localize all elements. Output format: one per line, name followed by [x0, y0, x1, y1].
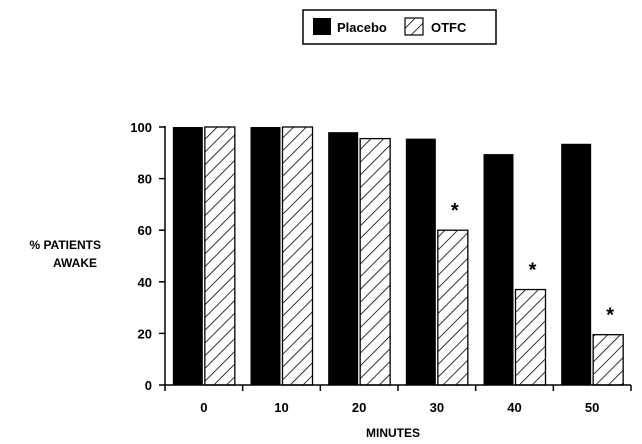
bar-placebo-30	[405, 138, 436, 385]
annotation-layer: * * *	[451, 200, 614, 326]
legend-swatch-otfc	[404, 17, 424, 36]
y-tick-label: 40	[138, 275, 152, 290]
bar-otfc-50	[592, 334, 624, 386]
significance-marker: *	[529, 260, 537, 282]
x-tick-label: 40	[507, 400, 521, 415]
legend-swatch-placebo	[313, 18, 331, 35]
legend: Placebo OTFC	[302, 9, 497, 45]
bar-placebo-40	[483, 154, 514, 385]
bar-otfc-30	[437, 229, 469, 386]
x-axis-label: MINUTES	[366, 426, 420, 440]
legend-label-otfc: OTFC	[431, 20, 467, 35]
bar-placebo-10	[250, 127, 281, 385]
bar-placebo-50	[561, 143, 592, 385]
x-tick-label: 0	[200, 400, 207, 415]
x-tick-label: 50	[585, 400, 599, 415]
y-tick-label: 100	[130, 120, 152, 135]
bar-otfc-0	[204, 126, 236, 386]
significance-marker: *	[606, 305, 614, 327]
y-axis-label-line2: AWAKE	[53, 256, 97, 270]
bar-otfc-20	[359, 137, 391, 386]
y-tick-label: 60	[138, 223, 152, 238]
bar-layer	[172, 126, 624, 386]
bar-otfc-10	[281, 126, 314, 386]
legend-frame	[302, 9, 497, 45]
bar-otfc-40	[514, 288, 547, 386]
y-axis-label-line1: % PATIENTS	[29, 238, 101, 252]
tick-layer: 0 20 40 60 80 100 0 10 20 30 40 50	[130, 120, 632, 415]
y-tick-label: 20	[138, 326, 152, 341]
x-tick-label: 30	[430, 400, 444, 415]
y-tick-label: 0	[145, 378, 152, 393]
significance-marker: *	[451, 200, 459, 222]
bar-placebo-20	[328, 132, 359, 385]
x-tick-label: 20	[352, 400, 366, 415]
bar-placebo-0	[172, 127, 203, 385]
legend-label-placebo: Placebo	[337, 20, 387, 35]
x-tick-label: 10	[274, 400, 288, 415]
y-tick-label: 80	[138, 172, 152, 187]
